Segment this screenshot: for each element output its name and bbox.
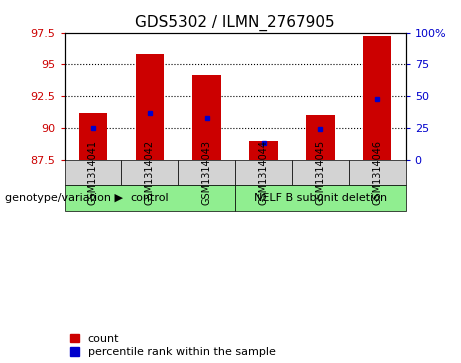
Text: control: control — [130, 193, 169, 203]
Text: GSM1314046: GSM1314046 — [372, 140, 382, 205]
FancyBboxPatch shape — [349, 160, 406, 185]
Text: GSM1314043: GSM1314043 — [201, 140, 212, 205]
Title: GDS5302 / ILMN_2767905: GDS5302 / ILMN_2767905 — [135, 15, 335, 31]
Text: GSM1314044: GSM1314044 — [259, 140, 269, 205]
Bar — [363, 36, 391, 160]
Bar — [136, 54, 164, 160]
Legend: count, percentile rank within the sample: count, percentile rank within the sample — [70, 334, 276, 358]
Text: NELF B subunit deletion: NELF B subunit deletion — [254, 193, 387, 203]
Text: GSM1314041: GSM1314041 — [88, 140, 98, 205]
FancyBboxPatch shape — [65, 185, 235, 211]
FancyBboxPatch shape — [292, 160, 349, 185]
FancyBboxPatch shape — [235, 185, 406, 211]
FancyBboxPatch shape — [178, 160, 235, 185]
Text: GSM1314042: GSM1314042 — [145, 140, 155, 205]
FancyBboxPatch shape — [121, 160, 178, 185]
Text: GSM1314045: GSM1314045 — [315, 140, 325, 205]
FancyBboxPatch shape — [65, 160, 121, 185]
Bar — [193, 74, 221, 160]
Bar — [79, 113, 107, 160]
Bar — [249, 140, 278, 160]
Bar — [306, 115, 335, 160]
Text: genotype/variation ▶: genotype/variation ▶ — [5, 193, 123, 203]
FancyBboxPatch shape — [235, 160, 292, 185]
